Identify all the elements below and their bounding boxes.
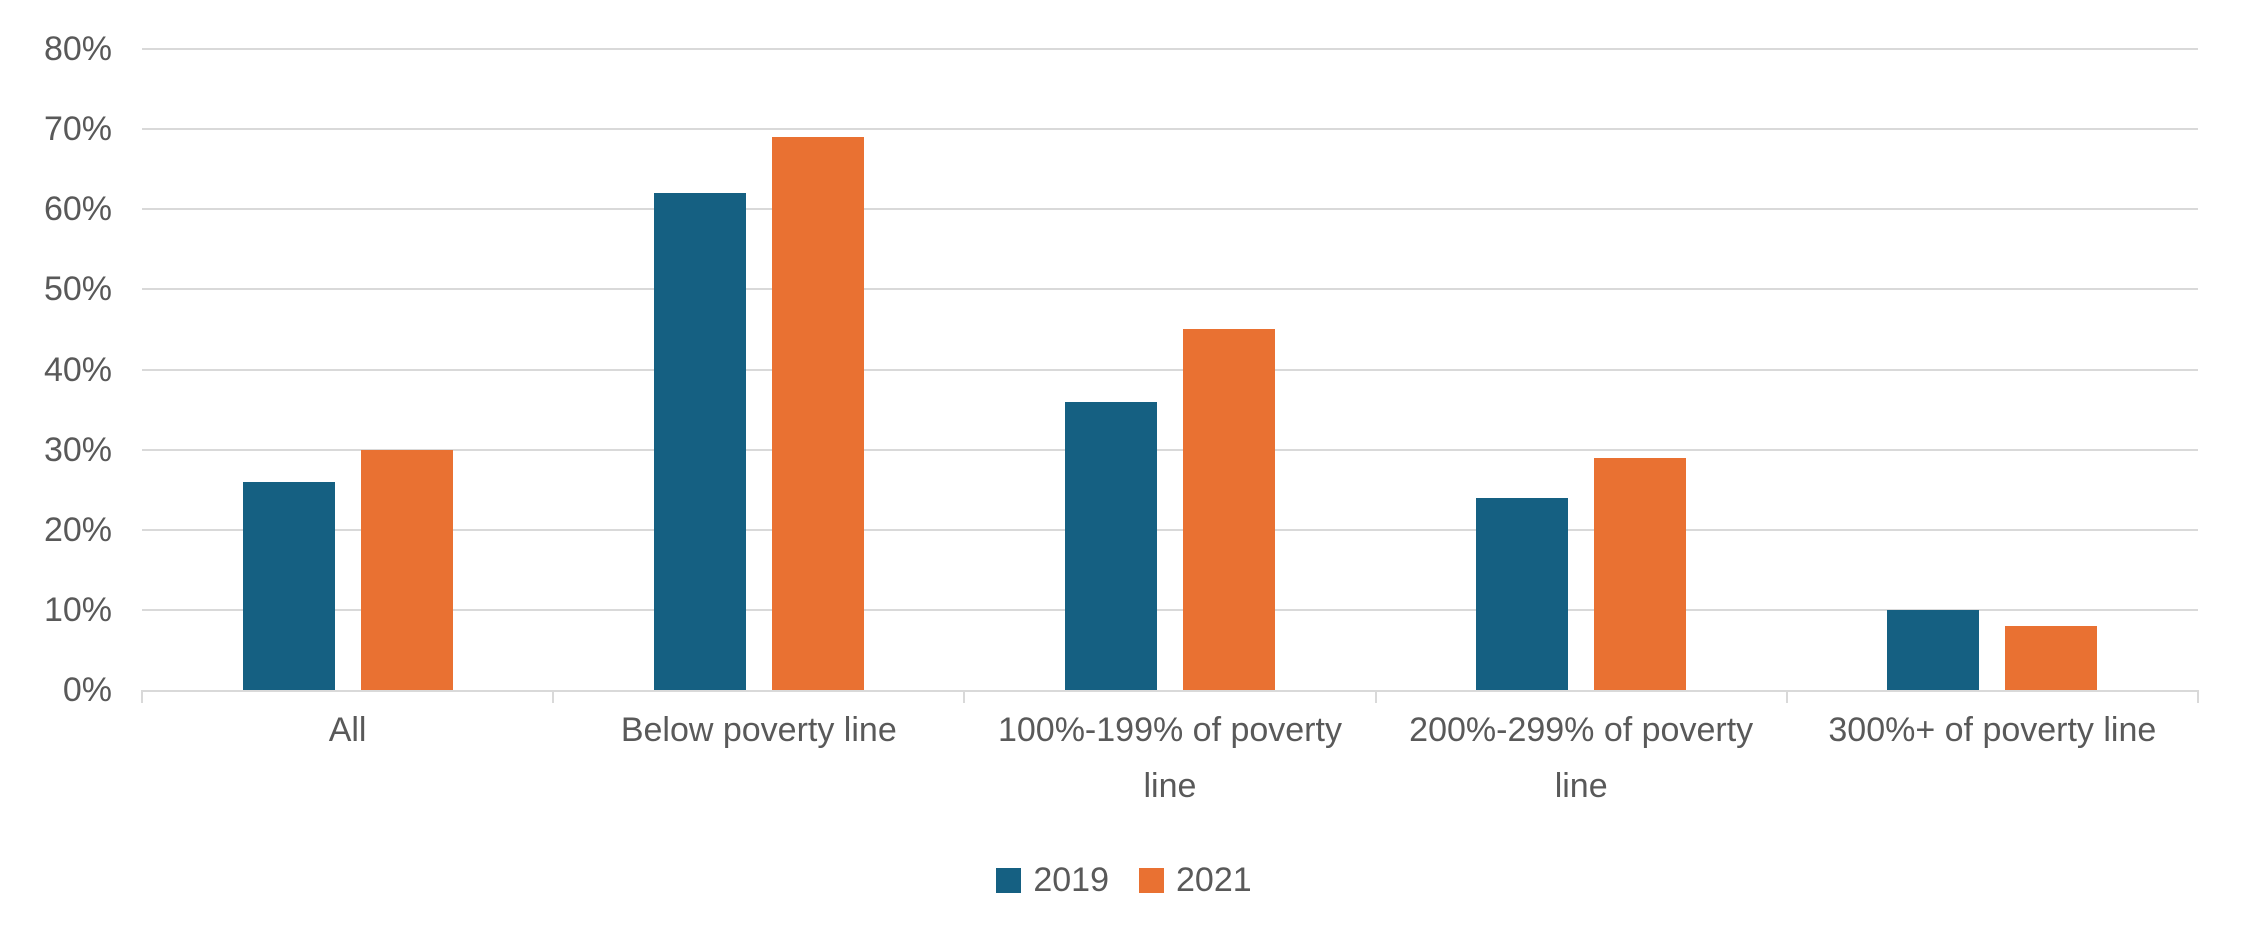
gridline — [142, 48, 2198, 50]
bar-2019 — [1064, 401, 1157, 690]
gridline — [142, 288, 2198, 291]
y-tick-label: 60% — [43, 190, 112, 229]
bar-2019 — [1887, 609, 1980, 690]
gridline — [142, 208, 2198, 211]
x-axis-tick — [2197, 690, 2199, 703]
bar-2021 — [2005, 625, 2098, 690]
bar-2021 — [1182, 329, 1275, 690]
bar-2021 — [1594, 457, 1687, 690]
x-label-slot: 200%-299% of poverty line — [1376, 702, 1787, 814]
bar-group — [553, 49, 964, 690]
x-label-slot: All — [142, 702, 553, 814]
category-label: Below poverty line — [620, 711, 897, 749]
gridline — [142, 608, 2198, 611]
x-axis-tick — [552, 690, 555, 703]
legend-label: 2019 — [1033, 860, 1109, 899]
gridline — [142, 368, 2198, 371]
y-tick-label: 10% — [43, 590, 112, 629]
bar-group — [964, 49, 1375, 690]
y-tick-label: 50% — [43, 270, 112, 309]
x-axis-labels: All Below poverty line 100%-199% of povert… — [142, 702, 2198, 814]
y-tick-label: 70% — [43, 110, 112, 149]
bar-group — [142, 49, 553, 690]
bar-2021 — [360, 449, 453, 690]
gridline — [142, 528, 2198, 531]
x-axis-tick — [1374, 690, 1377, 703]
legend: 2019 2021 — [0, 858, 2248, 902]
legend-label: 2021 — [1176, 860, 1252, 899]
y-tick-label: 30% — [43, 430, 112, 469]
gridline — [142, 128, 2198, 131]
bar-group — [1376, 49, 1787, 690]
legend-item-2021: 2021 — [1139, 861, 1252, 900]
y-tick-label: 40% — [43, 350, 112, 389]
category-label: 200%-299% of poverty line — [1409, 711, 1754, 805]
x-label-slot: 300%+ of poverty line — [1787, 702, 2198, 814]
legend-swatch-2021 — [1139, 867, 1164, 893]
category-label: All — [328, 711, 367, 749]
x-axis-tick — [141, 690, 143, 703]
bar-2019 — [242, 481, 335, 690]
y-tick-label: 0% — [62, 671, 112, 709]
y-tick-label: 20% — [43, 510, 112, 549]
x-axis-tick — [963, 690, 966, 703]
plot-area — [141, 48, 2199, 703]
legend-item-2019: 2019 — [996, 861, 1109, 900]
bar-2019 — [1476, 497, 1569, 690]
bar-group — [1787, 49, 2198, 690]
legend-swatch-2019 — [996, 867, 1022, 893]
gridline — [142, 448, 2198, 451]
y-tick-label: 80% — [43, 30, 112, 68]
x-label-slot: 100%-199% of poverty line — [964, 702, 1375, 814]
bar-2021 — [771, 137, 864, 690]
bar-2019 — [653, 193, 746, 690]
x-label-slot: Below poverty line — [553, 702, 964, 814]
category-label: 300%+ of poverty line — [1828, 711, 2157, 749]
y-axis: 0% 10% 20% 30% 40% 50% 60% 70% 80% — [0, 30, 112, 709]
category-label: 100%-199% of poverty line — [997, 711, 1342, 805]
x-axis-tick — [1785, 690, 1788, 703]
